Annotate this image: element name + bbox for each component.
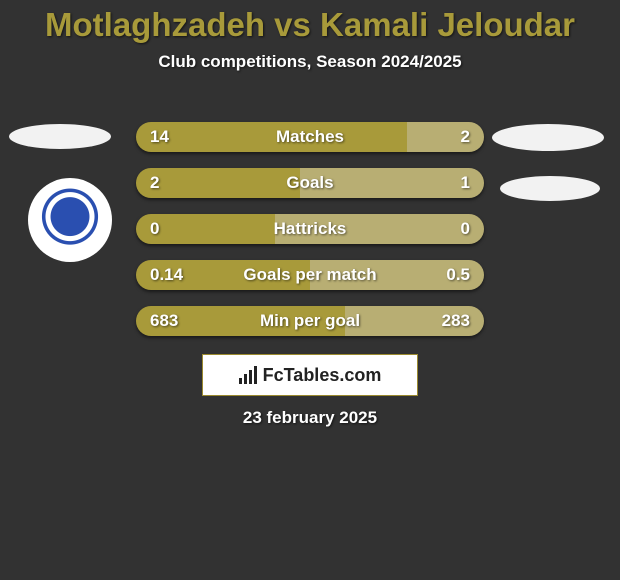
bar-chart-icon — [239, 366, 259, 384]
stat-label: Matches — [136, 122, 484, 152]
fctables-logo: FcTables.com — [202, 354, 418, 396]
club-badge-left — [28, 178, 112, 262]
team-oval-right-1 — [492, 124, 604, 151]
stat-label: Goals per match — [136, 260, 484, 290]
team-oval-left — [9, 124, 111, 149]
fctables-logo-text: FcTables.com — [263, 365, 382, 386]
stat-label: Min per goal — [136, 306, 484, 336]
stat-row: 0.140.5Goals per match — [136, 260, 484, 290]
stat-label: Hattricks — [136, 214, 484, 244]
team-oval-right-2 — [500, 176, 600, 201]
stat-row: 683283Min per goal — [136, 306, 484, 336]
stat-row: 21Goals — [136, 168, 484, 198]
page-subtitle: Club competitions, Season 2024/2025 — [0, 52, 620, 72]
club-badge-icon — [36, 186, 104, 254]
stat-bars: 142Matches 21Goals 00Hattricks 0.140.5Goals… — [136, 122, 484, 352]
page-title: Motlaghzadeh vs Kamali Jeloudar — [0, 0, 620, 44]
stat-row: 00Hattricks — [136, 214, 484, 244]
date-text: 23 february 2025 — [0, 408, 620, 428]
stat-row: 142Matches — [136, 122, 484, 152]
stat-label: Goals — [136, 168, 484, 198]
